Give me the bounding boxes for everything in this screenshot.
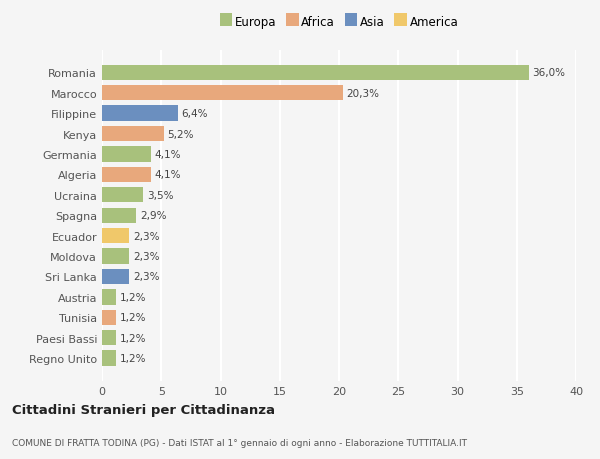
Bar <box>102 147 151 162</box>
Legend: Europa, Africa, Asia, America: Europa, Africa, Asia, America <box>217 13 461 31</box>
Bar <box>102 351 116 366</box>
Text: 1,2%: 1,2% <box>120 333 146 343</box>
Bar <box>102 127 164 142</box>
Bar <box>102 330 116 346</box>
Bar <box>102 249 129 264</box>
Bar <box>102 188 143 203</box>
Text: 1,2%: 1,2% <box>120 292 146 302</box>
Text: 2,3%: 2,3% <box>133 231 160 241</box>
Bar <box>102 168 151 183</box>
Text: 20,3%: 20,3% <box>346 89 379 99</box>
Text: 2,9%: 2,9% <box>140 211 166 221</box>
Text: COMUNE DI FRATTA TODINA (PG) - Dati ISTAT al 1° gennaio di ogni anno - Elaborazi: COMUNE DI FRATTA TODINA (PG) - Dati ISTA… <box>12 438 467 447</box>
Text: 5,2%: 5,2% <box>167 129 194 139</box>
Text: 2,3%: 2,3% <box>133 272 160 282</box>
Bar <box>102 269 129 285</box>
Text: 6,4%: 6,4% <box>181 109 208 119</box>
Text: 2,3%: 2,3% <box>133 252 160 262</box>
Text: 36,0%: 36,0% <box>532 68 565 78</box>
Bar <box>102 208 136 224</box>
Text: 3,5%: 3,5% <box>147 190 173 200</box>
Bar <box>102 66 529 81</box>
Bar <box>102 106 178 122</box>
Text: 1,2%: 1,2% <box>120 353 146 364</box>
Text: 1,2%: 1,2% <box>120 313 146 323</box>
Bar <box>102 290 116 305</box>
Text: 4,1%: 4,1% <box>154 170 181 180</box>
Bar <box>102 229 129 244</box>
Text: Cittadini Stranieri per Cittadinanza: Cittadini Stranieri per Cittadinanza <box>12 403 275 416</box>
Text: 4,1%: 4,1% <box>154 150 181 160</box>
Bar <box>102 86 343 101</box>
Bar <box>102 310 116 325</box>
